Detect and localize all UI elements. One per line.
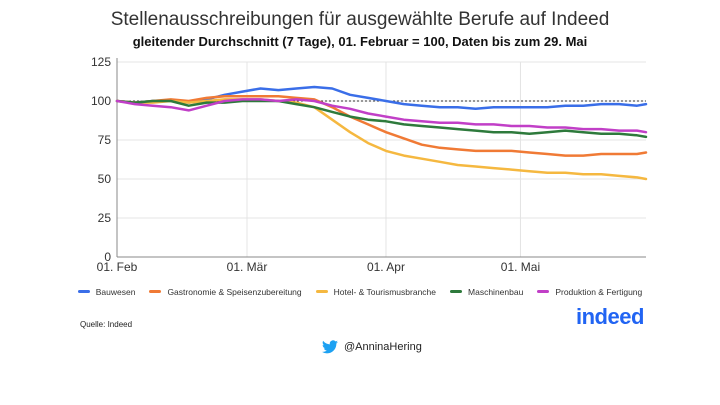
x-tick-label: 01. Mär bbox=[227, 260, 268, 274]
y-tick-label: 75 bbox=[98, 133, 112, 147]
y-tick-label: 50 bbox=[98, 172, 112, 186]
y-tick-label: 0 bbox=[104, 250, 111, 264]
chart-subtitle: gleitender Durchschnitt (7 Tage), 01. Fe… bbox=[132, 34, 588, 49]
legend-item: Bauwesen bbox=[77, 286, 136, 297]
chart-title: Stellenausschreibungen für ausgewählte B… bbox=[110, 9, 610, 30]
x-tick-label: 01. Feb bbox=[97, 260, 138, 274]
twitter-handle-text: @AnninaHering bbox=[344, 341, 422, 353]
series-line-produktion-fertigung bbox=[115, 98, 648, 134]
legend: Bauwesen Gastronomie & Speisenzubereitung… bbox=[0, 285, 720, 297]
legend-swatch bbox=[149, 290, 162, 293]
x-tick-label: 01. Apr bbox=[367, 260, 405, 274]
legend-item: Maschinenbau bbox=[450, 287, 523, 297]
legend-swatch bbox=[315, 290, 328, 293]
series-line-hotel-tourismusbranche bbox=[115, 98, 648, 181]
y-tick-label: 100 bbox=[91, 94, 111, 108]
legend-swatch bbox=[77, 290, 90, 293]
y-tick-label: 125 bbox=[91, 55, 111, 69]
y-tick-label: 25 bbox=[98, 211, 112, 225]
axes: 0 25 50 75 100 125 01. Feb 01. Mär 01. Apr 01. Ma… bbox=[91, 55, 646, 274]
legend-label: Gastronomie & Speisenzubereitung bbox=[167, 286, 302, 297]
twitter-handle: @AnninaHering bbox=[322, 340, 422, 354]
legend-label: Produktion & Fertigung bbox=[555, 286, 643, 297]
source-note: Quelle: Indeed bbox=[80, 320, 133, 329]
twitter-icon bbox=[322, 340, 338, 354]
x-tick-label: 01. Mai bbox=[501, 260, 540, 274]
line-chart: 0 25 50 75 100 125 01. Feb 01. Mär 01. Apr 01. Ma… bbox=[91, 55, 648, 274]
legend-item: Gastronomie & Speisenzubereitung bbox=[149, 286, 302, 297]
series-line-maschinenbau bbox=[115, 99, 648, 139]
legend-label: Bauwesen bbox=[95, 286, 136, 297]
series-line-bauwesen bbox=[115, 85, 648, 111]
gridlines bbox=[116, 61, 646, 258]
indeed-logo: indeed bbox=[576, 304, 644, 329]
legend-label: Hotel- & Tourismusbranche bbox=[333, 286, 437, 297]
series-line-gastronomie-speisenzubereitung bbox=[115, 95, 648, 157]
legend-swatch bbox=[450, 290, 463, 293]
legend-swatch bbox=[537, 290, 550, 293]
legend-item: Produktion & Fertigung bbox=[537, 287, 642, 297]
legend-label: Maschinenbau bbox=[468, 286, 524, 297]
series-lines bbox=[115, 85, 648, 181]
legend-item: Hotel- & Tourismusbranche bbox=[315, 286, 437, 297]
